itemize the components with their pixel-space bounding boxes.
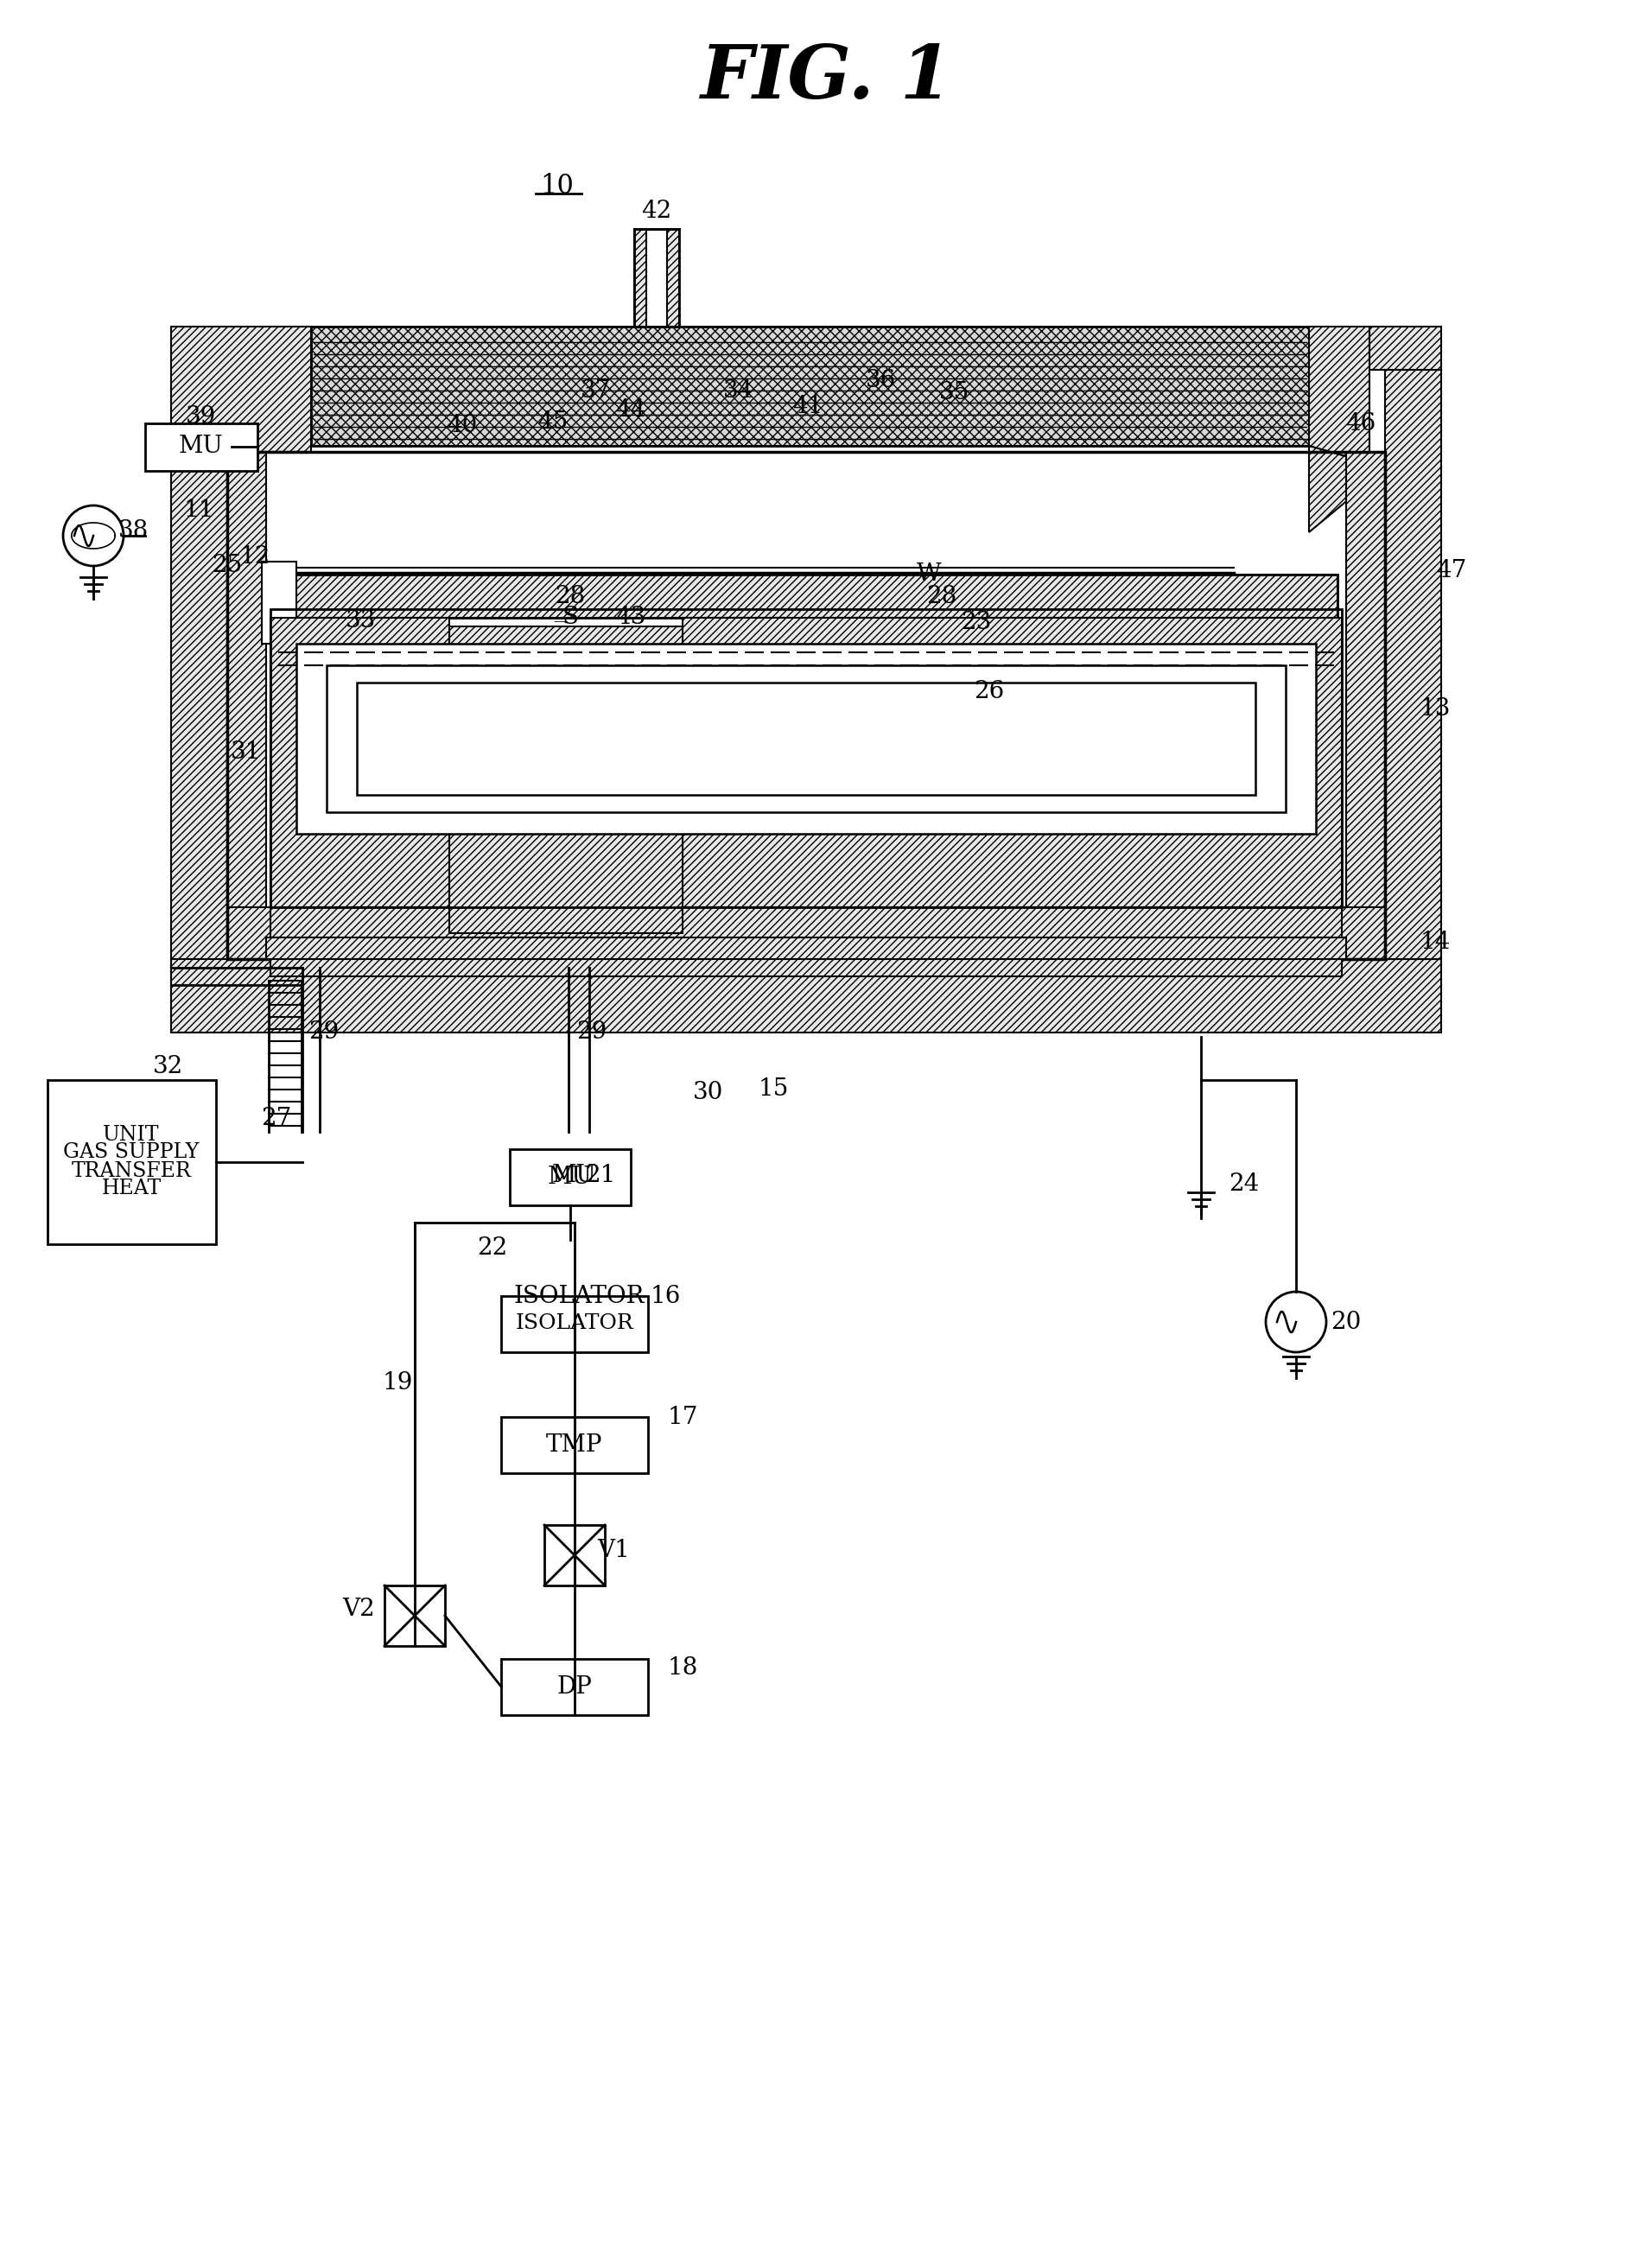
Text: TMP: TMP bbox=[547, 1433, 603, 1456]
Text: V1: V1 bbox=[596, 1539, 629, 1563]
Text: 20: 20 bbox=[1332, 1310, 1361, 1335]
Text: 25: 25 bbox=[211, 554, 243, 579]
Polygon shape bbox=[266, 938, 1346, 960]
Polygon shape bbox=[634, 229, 646, 327]
Text: ISOLATOR: ISOLATOR bbox=[514, 1285, 644, 1308]
Bar bbox=[296, 644, 1317, 834]
Text: —: — bbox=[553, 615, 568, 630]
Bar bbox=[385, 1586, 444, 1646]
Text: HEAT: HEAT bbox=[101, 1178, 162, 1198]
Text: 40: 40 bbox=[448, 415, 477, 437]
Text: 46: 46 bbox=[1346, 413, 1376, 435]
Text: MU: MU bbox=[548, 1164, 593, 1189]
Text: 37: 37 bbox=[582, 379, 611, 401]
Polygon shape bbox=[271, 906, 1341, 976]
Text: 42: 42 bbox=[641, 200, 672, 224]
Text: 27: 27 bbox=[261, 1108, 292, 1130]
Bar bbox=[145, 424, 258, 471]
Text: 30: 30 bbox=[694, 1081, 724, 1104]
Text: 16: 16 bbox=[649, 1285, 681, 1308]
Text: 19: 19 bbox=[382, 1370, 413, 1395]
Text: 12: 12 bbox=[240, 545, 271, 570]
Bar bbox=[357, 682, 1256, 794]
Polygon shape bbox=[274, 574, 1338, 617]
Text: GAS SUPPLY: GAS SUPPLY bbox=[63, 1142, 200, 1162]
Polygon shape bbox=[172, 327, 311, 451]
Text: 28: 28 bbox=[927, 585, 957, 608]
Bar bbox=[327, 666, 1285, 812]
Text: 26: 26 bbox=[975, 680, 1004, 702]
Bar bbox=[228, 451, 1384, 960]
Polygon shape bbox=[172, 440, 228, 1032]
Text: 45: 45 bbox=[539, 410, 568, 433]
Polygon shape bbox=[228, 451, 266, 960]
Text: 38: 38 bbox=[119, 520, 149, 543]
Polygon shape bbox=[1346, 451, 1384, 960]
Text: MU: MU bbox=[552, 1164, 596, 1187]
Text: 31: 31 bbox=[231, 740, 261, 763]
Polygon shape bbox=[1308, 327, 1370, 462]
Text: 34: 34 bbox=[724, 379, 753, 401]
Bar bbox=[501, 1418, 648, 1474]
Text: 32: 32 bbox=[154, 1056, 183, 1079]
Text: 39: 39 bbox=[187, 404, 216, 428]
Text: 17: 17 bbox=[667, 1406, 697, 1429]
Text: DP: DP bbox=[557, 1676, 591, 1698]
Text: S: S bbox=[562, 606, 578, 630]
Bar bbox=[271, 610, 1341, 906]
Text: 15: 15 bbox=[758, 1077, 788, 1101]
Polygon shape bbox=[311, 327, 1308, 446]
Text: 18: 18 bbox=[667, 1655, 697, 1680]
Text: 13: 13 bbox=[1419, 698, 1450, 720]
Text: V2: V2 bbox=[342, 1597, 375, 1619]
Text: UNIT: UNIT bbox=[102, 1124, 160, 1144]
Polygon shape bbox=[1308, 446, 1370, 532]
Polygon shape bbox=[1384, 370, 1441, 960]
Text: 29: 29 bbox=[309, 1021, 339, 1045]
Bar bbox=[261, 561, 296, 644]
Text: 44: 44 bbox=[616, 399, 646, 422]
Text: FIG. 1: FIG. 1 bbox=[700, 43, 952, 114]
Text: 23: 23 bbox=[961, 610, 991, 635]
Bar bbox=[274, 574, 1338, 617]
Text: ISOLATOR: ISOLATOR bbox=[515, 1314, 634, 1335]
Text: 29: 29 bbox=[577, 1021, 606, 1045]
Bar bbox=[48, 1081, 216, 1245]
Text: 47: 47 bbox=[1436, 559, 1467, 581]
Polygon shape bbox=[271, 617, 449, 906]
Text: 22: 22 bbox=[477, 1236, 507, 1261]
Bar bbox=[544, 1525, 605, 1586]
Text: 41: 41 bbox=[793, 395, 823, 417]
Bar bbox=[510, 1148, 631, 1204]
Text: MU: MU bbox=[178, 435, 223, 458]
Text: 36: 36 bbox=[866, 368, 897, 393]
Text: 24: 24 bbox=[1229, 1173, 1259, 1196]
Polygon shape bbox=[1370, 327, 1441, 370]
Text: 21: 21 bbox=[585, 1164, 616, 1187]
Polygon shape bbox=[667, 229, 679, 327]
Bar bbox=[501, 1660, 648, 1716]
Polygon shape bbox=[682, 617, 1341, 906]
Text: 33: 33 bbox=[345, 608, 377, 633]
Polygon shape bbox=[172, 960, 1441, 1032]
Polygon shape bbox=[228, 906, 1384, 960]
Text: W: W bbox=[917, 563, 942, 585]
Bar bbox=[501, 1296, 648, 1353]
Bar bbox=[634, 229, 679, 327]
Text: 14: 14 bbox=[1419, 931, 1450, 953]
Text: 35: 35 bbox=[940, 381, 970, 404]
Text: 11: 11 bbox=[183, 498, 215, 520]
Bar bbox=[311, 327, 1308, 446]
Text: 10: 10 bbox=[540, 173, 575, 200]
Text: 28: 28 bbox=[555, 585, 585, 608]
Text: TRANSFER: TRANSFER bbox=[71, 1162, 192, 1180]
Text: 43: 43 bbox=[616, 606, 646, 630]
Polygon shape bbox=[449, 626, 682, 933]
